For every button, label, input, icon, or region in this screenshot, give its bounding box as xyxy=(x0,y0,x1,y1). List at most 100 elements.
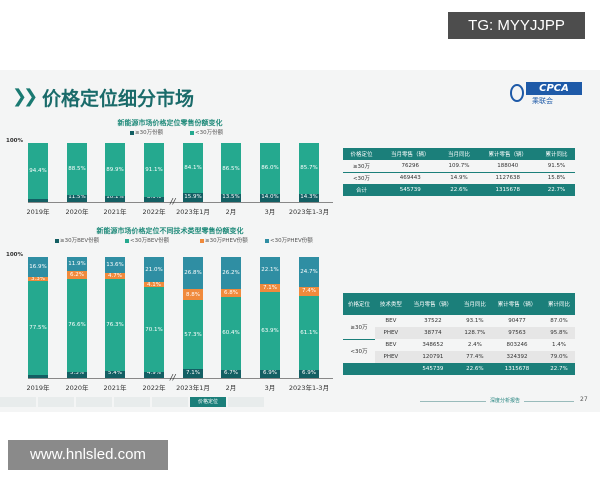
bar-segment xyxy=(183,369,203,378)
bar-segment xyxy=(183,300,203,370)
data-label: 13.5% xyxy=(222,194,240,200)
column-header: 当月零售（辆） xyxy=(406,293,459,315)
footer-nav: 价格定位 xyxy=(0,397,266,409)
bar-segment xyxy=(28,143,48,199)
bar-segment xyxy=(67,371,87,378)
bar-segment xyxy=(144,256,164,283)
legend-item: ≥30万PHEV份额 xyxy=(200,236,248,244)
legend-swatch xyxy=(200,238,204,243)
x-tick-label: 2023年1月 xyxy=(176,384,210,392)
bar-segment xyxy=(299,193,319,202)
column-header: 当月零售（辆） xyxy=(380,148,441,160)
column-header: 价格定位 xyxy=(343,148,380,160)
legend-label: <30万PHEV份额 xyxy=(270,238,313,244)
footer-nav-item[interactable] xyxy=(114,397,150,407)
x-tick-label: 2月 xyxy=(225,384,237,392)
data-label: 14.0% xyxy=(261,194,279,200)
bar-segment xyxy=(144,143,164,197)
data-label: 4.9% xyxy=(147,370,161,376)
table: 价格定位 当月零售（辆） 当月同比 累计零售（辆） 累计同比 ≥30万 76296 109.7… xyxy=(343,148,575,196)
column-header: 累计同比 xyxy=(543,293,575,315)
x-tick-label: 2020年 xyxy=(65,384,89,392)
table-cell: 95.8% xyxy=(543,327,575,339)
data-label: 86.5% xyxy=(222,165,240,172)
x-tick-label: 2020年 xyxy=(65,208,89,216)
bar-segment xyxy=(221,143,241,195)
table-cell: BEV xyxy=(385,342,397,348)
table-cell: PHEV xyxy=(374,351,407,363)
legend-swatch xyxy=(125,238,129,243)
table-row: 合计 545739 22.6% 1315678 22.7% xyxy=(343,184,575,196)
column-header: 当月同比 xyxy=(440,148,478,160)
bar-segment xyxy=(105,143,125,197)
data-label: 84.1% xyxy=(184,164,202,171)
table-cell: 22.6% xyxy=(458,363,491,375)
table-cell: 22.7% xyxy=(537,184,575,196)
table-cell: 1127638 xyxy=(477,172,538,185)
bar-segment xyxy=(183,257,203,290)
bar-segment xyxy=(221,296,241,370)
group-cell: <30万 xyxy=(343,339,375,364)
table-cell: 38774 xyxy=(406,327,459,339)
data-label: 6.7% xyxy=(224,370,238,376)
data-label: 77.5% xyxy=(29,325,47,332)
data-label: 5.4% xyxy=(108,370,122,376)
data-label: 26.2% xyxy=(222,269,240,276)
bar-segment xyxy=(28,375,48,378)
bar-segment xyxy=(299,143,319,194)
data-label: 76.3% xyxy=(106,322,124,329)
data-label: 21.0% xyxy=(145,266,163,273)
table-row: <30万 BEV 348652 2.4% 803246 1.4% xyxy=(343,339,575,364)
data-label: 24.7% xyxy=(300,268,318,275)
axis-break-icon: // xyxy=(170,197,176,206)
table-cell: 109.7% xyxy=(440,160,478,173)
data-label: 16.9% xyxy=(29,264,47,271)
data-label: 63.9% xyxy=(261,327,279,334)
table-cell: 合计 xyxy=(343,184,380,196)
bar-segment xyxy=(183,289,203,301)
data-label: 57.3% xyxy=(184,331,202,338)
legend-swatch xyxy=(130,130,134,135)
footer-nav-item[interactable] xyxy=(228,397,264,407)
x-axis xyxy=(28,378,333,379)
footer-nav-item[interactable] xyxy=(0,397,36,407)
table-cell: 90477 xyxy=(508,318,526,324)
data-label: 10.1% xyxy=(106,194,124,200)
table-cell: 2.4% xyxy=(467,342,482,348)
table-row: PHEV 38774 128.7% 97563 95.8% xyxy=(343,327,575,339)
bar-segment xyxy=(144,372,164,378)
footer-nav-item[interactable] xyxy=(152,397,188,407)
data-label: 86.0% xyxy=(261,165,279,172)
legend-item: ≥30万份额 xyxy=(130,128,163,136)
data-label: 11.9% xyxy=(68,261,86,268)
bar-segment xyxy=(260,292,280,370)
x-tick-label: 2023年1-3月 xyxy=(288,208,330,216)
bar-segment xyxy=(221,194,241,202)
page-number: 27 xyxy=(580,396,588,403)
footer-nav-item[interactable] xyxy=(76,397,112,407)
x-tick-label: 2021年 xyxy=(103,384,127,392)
table-row: ≥30万 76296 109.7% 188040 91.5% xyxy=(343,160,575,173)
bar-segment xyxy=(183,143,203,193)
data-label: 91.1% xyxy=(145,166,163,173)
data-label: 5.3% xyxy=(70,370,84,376)
table-row: <30万 469443 14.9% 1127638 15.8% xyxy=(343,172,575,185)
x-tick-label: 3月 xyxy=(264,208,276,216)
bar-segment xyxy=(299,286,319,296)
table-cell: 545739 xyxy=(380,184,441,196)
data-label: 70.1% xyxy=(145,326,163,333)
column-header: 累计零售（辆） xyxy=(490,293,544,315)
chart-title: 新能源市场价格定位零售份额变化 xyxy=(117,119,223,127)
footer-nav-item[interactable]: 价格定位 xyxy=(190,397,226,407)
table-cell: 348652 xyxy=(422,342,444,348)
x-tick-label: 2月 xyxy=(225,208,237,216)
legend-label: ≥30万份额 xyxy=(135,130,164,136)
bar-segment xyxy=(144,282,164,288)
table-cell: PHEV xyxy=(374,327,407,339)
data-label: 13.6% xyxy=(106,262,124,269)
column-header: 当月同比 xyxy=(458,293,491,315)
y-tick-label: 100% xyxy=(6,252,23,258)
footer-nav-item[interactable] xyxy=(38,397,74,407)
data-label: 8.8% xyxy=(186,291,200,298)
data-label: 85.7% xyxy=(300,165,318,172)
